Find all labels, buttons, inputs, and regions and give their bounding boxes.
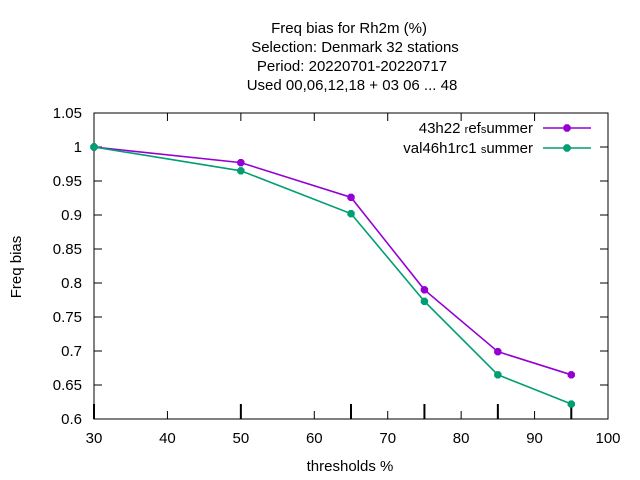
data-point [563, 144, 571, 152]
data-point [563, 124, 571, 132]
legend: 43h22 refsummer val46h1rc1 summer [403, 120, 591, 157]
data-point [90, 143, 98, 151]
y-tick-label: 0.9 [61, 207, 82, 224]
y-tick-label: 0.65 [53, 377, 82, 394]
data-point [494, 371, 502, 379]
chart-title: Freq bias for Rh2m (%) Selection: Denmar… [247, 20, 459, 94]
data-point [347, 209, 355, 218]
data-point [494, 347, 502, 356]
title-line-2: Selection: Denmark 32 stations [251, 39, 459, 56]
title-line-1: Freq bias for Rh2m (%) [271, 20, 427, 37]
legend-label: 43h22 refsummer [419, 120, 533, 137]
y-axis: 0.6 0.65 0.7 0.75 0.8 0.85 0.9 0.95 1 1.05 [53, 105, 608, 428]
series-val46h1rc1_summer [90, 143, 575, 408]
x-tick-label: 70 [379, 430, 396, 447]
y-tick-label: 0.95 [53, 173, 82, 190]
data-point [420, 297, 429, 306]
series-line [93, 146, 572, 405]
y-axis-label: Freq bias [8, 236, 25, 299]
legend-label: val46h1rc1 summer [403, 140, 533, 157]
x-tick-label: 90 [526, 430, 543, 447]
x-tick-label: 60 [306, 430, 323, 447]
x-tick-label: 100 [595, 430, 620, 447]
y-tick-label: 0.7 [61, 343, 82, 360]
data-point [420, 286, 429, 294]
y-tick-label: 0.85 [53, 241, 82, 258]
x-tick-label: 50 [233, 430, 250, 447]
series-43h22_ref_summer [90, 143, 575, 379]
y-tick-label: 0.6 [61, 411, 82, 428]
data-point [237, 158, 245, 167]
title-line-3: Period: 20220701-20220717 [257, 58, 447, 75]
y-tick-label: 1.05 [53, 105, 82, 122]
y-tick-label: 0.8 [61, 275, 82, 292]
legend-item: 43h22 refsummer [419, 120, 591, 137]
threshold-marks [93, 404, 573, 419]
x-axis: 30 40 50 60 70 80 90 100 [86, 113, 621, 447]
legend-item: val46h1rc1 summer [403, 140, 591, 157]
x-axis-label: thresholds % [307, 458, 394, 475]
y-tick-label: 0.75 [53, 309, 82, 326]
data-point [347, 193, 355, 202]
data-point [567, 400, 575, 408]
series-line [93, 146, 572, 376]
data-point [567, 371, 575, 379]
title-line-4: Used 00,06,12,18 + 03 06 ... 48 [247, 77, 458, 94]
x-tick-label: 40 [159, 430, 176, 447]
data-point [237, 167, 245, 175]
y-tick-label: 1 [74, 139, 82, 156]
series-layer [90, 143, 575, 408]
x-tick-label: 80 [453, 430, 470, 447]
x-tick-label: 30 [86, 430, 103, 447]
